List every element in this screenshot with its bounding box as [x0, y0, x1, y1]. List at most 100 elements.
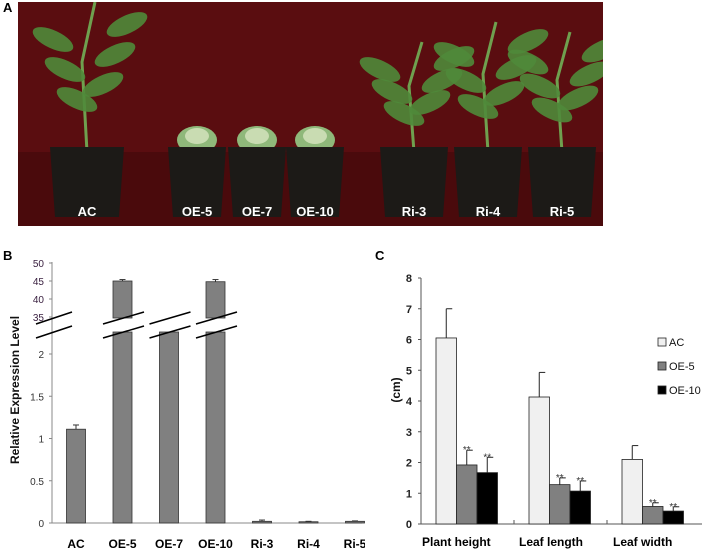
y-axis-title: (cm)	[389, 377, 403, 402]
y-tick-label: 0	[406, 519, 412, 531]
y-tick-label: 6	[406, 335, 412, 347]
plant-leaf	[581, 37, 603, 63]
plant-leaf	[94, 42, 136, 67]
significance-mark: **	[576, 476, 584, 487]
plant-stem	[555, 31, 572, 153]
y-tick-label: 0	[38, 519, 44, 530]
y-axis-title: Relative Expression Level	[8, 316, 22, 464]
photo-label: OE-7	[242, 204, 272, 219]
photo-label: Ri-5	[550, 204, 575, 219]
panel-label-b: B	[3, 248, 13, 263]
plant-stem	[407, 41, 424, 153]
photo-label: Ri-4	[476, 204, 501, 219]
x-tick-label: OE-5	[108, 537, 136, 551]
y-tick-label: 0.5	[30, 477, 44, 488]
axis-break-mark	[35, 325, 73, 339]
axis-break-mark	[149, 325, 191, 339]
plant-leaf	[32, 27, 74, 52]
photo-label: Ri-3	[402, 204, 427, 219]
plant-pot	[454, 147, 522, 217]
legend-swatch	[657, 361, 667, 371]
plant-pot	[228, 147, 286, 217]
bar-lower	[159, 331, 179, 524]
plant-photo: AC OE-5 OE-7 OE-10 Ri-3 Ri-4 Ri-5	[18, 2, 603, 226]
plant-leaf	[507, 49, 549, 75]
y-tick-label: 1	[406, 488, 412, 500]
y-tick-label: 7	[406, 304, 412, 316]
plant-leaf	[569, 61, 603, 87]
significance-mark: **	[483, 452, 491, 463]
plant-leaf	[44, 57, 86, 82]
plant-leaf	[371, 79, 413, 104]
bar-oe-5	[456, 464, 478, 525]
bar-ac	[528, 396, 550, 525]
plant-pot	[168, 147, 226, 217]
plant-leaf	[519, 73, 561, 99]
y-tick-label: 8	[406, 273, 412, 285]
legend-label: OE-10	[669, 385, 701, 397]
bar-oe-10	[476, 472, 498, 525]
plant-leaf	[409, 90, 451, 115]
expression-chart: 0 0.5 1 1.5 2 35 40 45 50 Relative Expression Lev…	[8, 259, 365, 551]
plant-leaf	[457, 94, 499, 119]
x-tick-label: Ri-3	[251, 537, 274, 551]
y-tick-label: 2	[406, 458, 412, 470]
plant-leaf	[56, 87, 98, 112]
panel-label-a: A	[3, 0, 13, 15]
plant-leaf	[557, 85, 599, 111]
significance-mark: **	[463, 445, 471, 456]
legend-swatch	[657, 385, 667, 395]
x-tick-label: OE-10	[198, 537, 233, 551]
bar-lower	[205, 331, 226, 524]
legend-label: AC	[669, 337, 684, 349]
bar	[252, 520, 272, 524]
plant-pot	[286, 147, 344, 217]
y-tick-label: 50	[33, 259, 45, 270]
dwarf-plant-highlight	[303, 128, 327, 144]
plant-leaf	[106, 12, 148, 37]
bar	[298, 521, 319, 524]
bar-upper	[205, 281, 226, 319]
x-tick-label: Plant height	[422, 535, 491, 549]
dwarf-plant-highlight	[245, 128, 269, 144]
y-tick-label: 1.5	[30, 392, 44, 403]
axis-break-mark	[195, 325, 238, 339]
x-tick-label: Ri-4	[297, 537, 320, 551]
plant-pot	[50, 147, 124, 217]
bar-oe-10	[569, 490, 591, 525]
y-tick-label: 4	[406, 396, 413, 408]
x-tick-label: Leaf width	[613, 535, 672, 549]
axis-break-mark	[195, 311, 238, 325]
plant-leaf	[383, 101, 425, 126]
y-tick-label: 2	[38, 350, 44, 361]
bar	[66, 428, 86, 524]
bar-ac	[435, 337, 457, 525]
y-tick-label: 5	[406, 365, 412, 377]
x-tick-label: Ri-5	[344, 537, 365, 551]
axis-break-mark	[35, 311, 73, 325]
y-tick-label: 40	[33, 295, 45, 306]
bar-oe-10	[662, 510, 684, 525]
significance-mark: **	[669, 502, 677, 513]
plant-pot	[380, 147, 448, 217]
y-tick-label: 3	[406, 427, 412, 439]
plant-leaf	[531, 97, 573, 123]
plant-leaf	[433, 42, 475, 67]
plant-stem	[80, 2, 97, 153]
legend-swatch	[657, 337, 667, 347]
plant-leaf	[507, 29, 549, 54]
significance-mark: **	[556, 473, 564, 484]
bar-oe-5	[549, 484, 571, 525]
axis-break-mark	[102, 325, 145, 339]
axis-break-mark	[149, 311, 191, 325]
significance-mark: **	[649, 498, 657, 509]
legend-label: OE-5	[669, 361, 695, 373]
x-tick-label: OE-7	[155, 537, 183, 551]
x-tick-label: Leaf length	[519, 535, 583, 549]
plant-leaf	[82, 72, 124, 97]
plant-pot	[528, 147, 596, 217]
bar-lower	[112, 331, 133, 524]
bar-oe-5	[642, 506, 664, 525]
y-tick-label: 35	[33, 313, 45, 324]
